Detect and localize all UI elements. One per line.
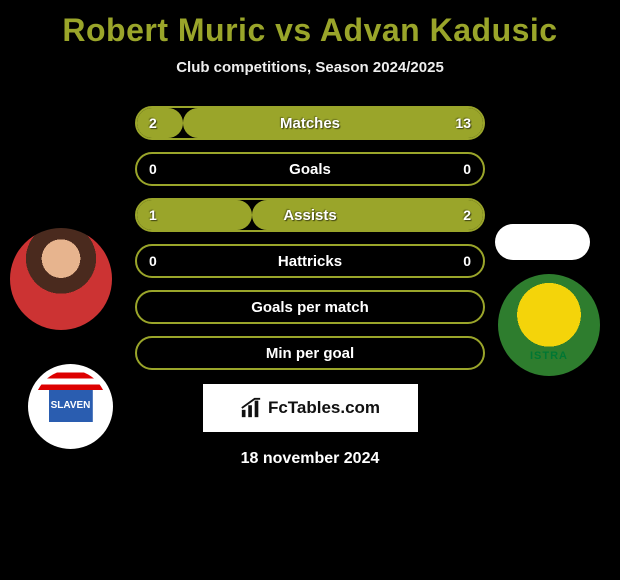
stat-value-right: 0 [463, 161, 471, 177]
page-title: Robert Muric vs Advan Kadusic [0, 0, 620, 49]
stat-label: Hattricks [278, 253, 342, 270]
stat-value-right: 13 [455, 115, 471, 131]
stat-value-left: 1 [149, 207, 157, 223]
club-right-logo [498, 274, 600, 376]
stat-row: 0 Hattricks 0 [135, 244, 485, 278]
footer-date: 18 november 2024 [0, 450, 620, 468]
comparison-stage: SLAVEN 2Matches130Goals01Assists20Hattri… [0, 106, 620, 370]
stat-value-left: 2 [149, 115, 157, 131]
page-subtitle: Club competitions, Season 2024/2025 [0, 59, 620, 76]
stat-row: Goals per match [135, 290, 485, 324]
stat-label: Assists [283, 207, 336, 224]
stat-label: Matches [280, 115, 340, 132]
club-left-name: SLAVEN [28, 400, 113, 411]
stat-row: 1 Assists 2 [135, 198, 485, 232]
stat-label: Goals per match [251, 299, 369, 316]
stat-value-left: 0 [149, 253, 157, 269]
stat-value-left: 0 [149, 161, 157, 177]
stat-fill-left [137, 108, 183, 138]
brand-badge: FcTables.com [203, 384, 418, 432]
stat-label: Min per goal [266, 345, 354, 362]
brand-icon [240, 397, 262, 419]
player-left-avatar [10, 228, 112, 330]
stat-row: Min per goal [135, 336, 485, 370]
stat-row: 0 Goals 0 [135, 152, 485, 186]
stat-label: Goals [289, 161, 331, 178]
player-right-pill [495, 224, 590, 260]
stat-value-right: 2 [463, 207, 471, 223]
club-left-logo: SLAVEN [28, 364, 113, 449]
brand-text: FcTables.com [268, 398, 380, 418]
stat-value-right: 0 [463, 253, 471, 269]
stat-row: 2 Matches 13 [135, 106, 485, 140]
